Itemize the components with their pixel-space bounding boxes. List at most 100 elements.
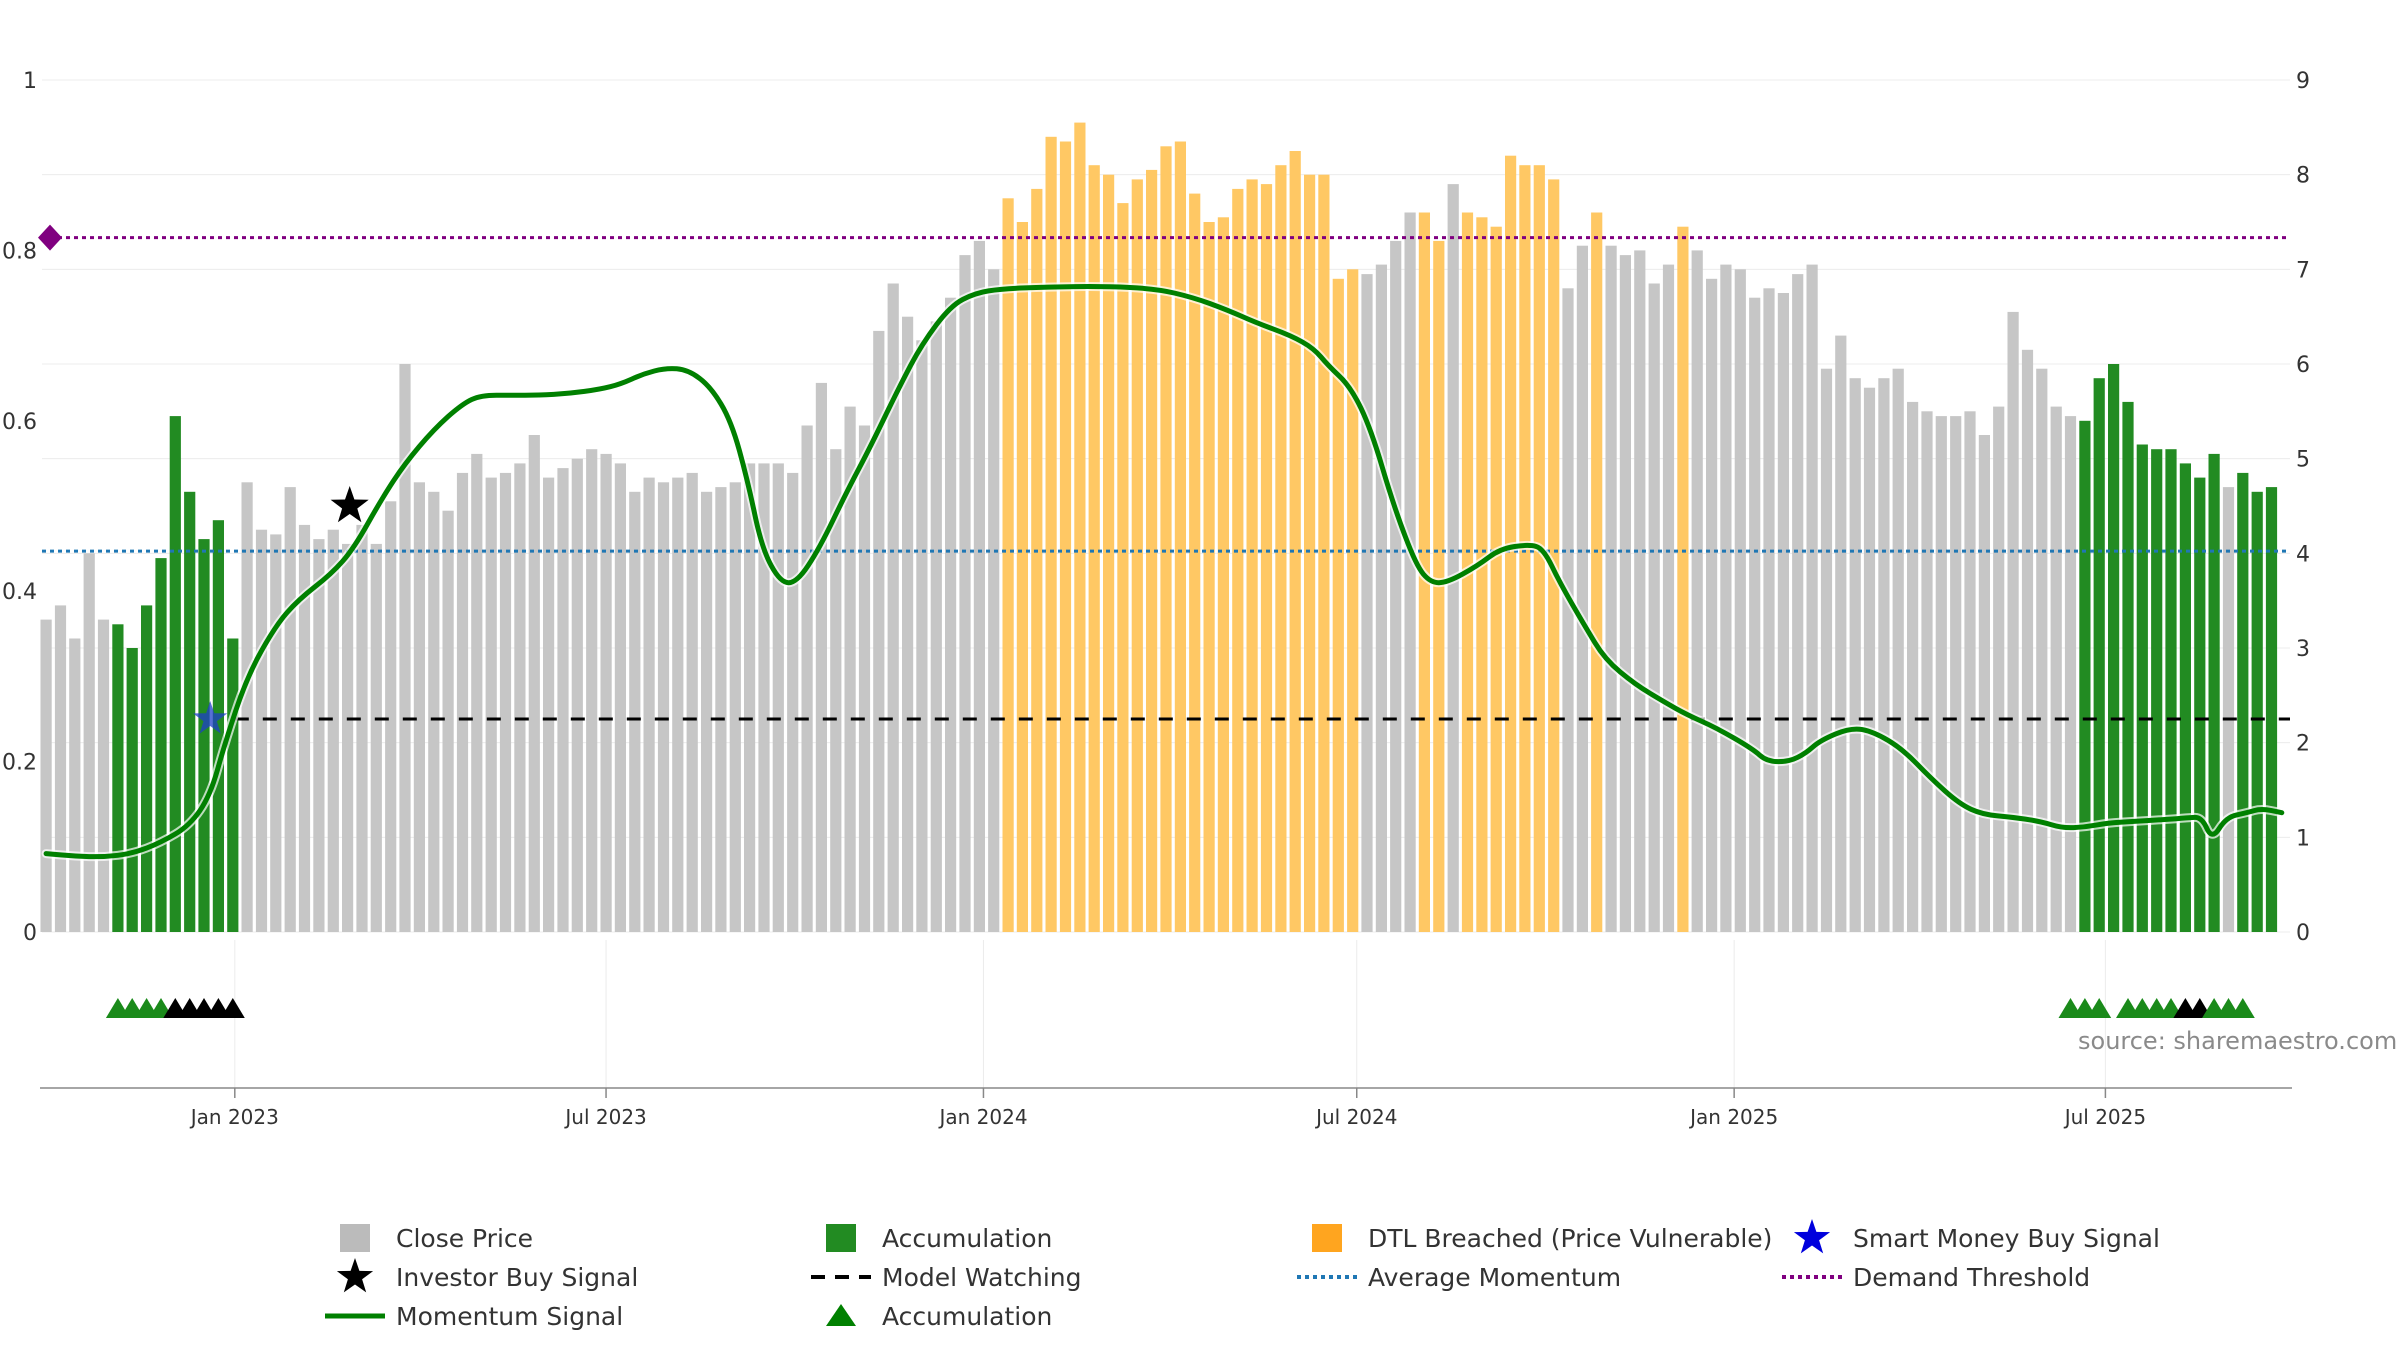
legend: Close Price Accumulation DTL Breached (Pri… bbox=[325, 1219, 2160, 1331]
price-bar bbox=[2265, 487, 2278, 932]
price-bar bbox=[672, 477, 684, 932]
x-tick-label: Jan 2023 bbox=[189, 1105, 279, 1129]
x-tick-label: Jan 2024 bbox=[937, 1105, 1027, 1129]
y-right-tick: 6 bbox=[2296, 353, 2310, 378]
price-bar bbox=[959, 255, 971, 933]
legend-item: Demand Threshold bbox=[1782, 1263, 2090, 1292]
price-bar bbox=[1347, 269, 1359, 932]
price-bar bbox=[54, 605, 67, 932]
price-bar bbox=[930, 321, 942, 932]
price-bar bbox=[1074, 122, 1086, 933]
price-bar bbox=[198, 539, 210, 932]
price-bar bbox=[1016, 222, 1028, 932]
price-bar bbox=[1993, 406, 2005, 933]
price-bar bbox=[112, 624, 124, 932]
price-bar bbox=[97, 619, 110, 932]
price-bar bbox=[1978, 435, 1990, 932]
price-bar bbox=[1160, 146, 1172, 933]
price-bar bbox=[1217, 217, 1229, 933]
price-bar bbox=[1662, 264, 1675, 933]
price-bar bbox=[241, 482, 253, 932]
x-tick-label: Jul 2023 bbox=[563, 1105, 646, 1129]
price-bar bbox=[973, 240, 985, 932]
price-bar bbox=[988, 269, 1000, 932]
legend-label: Average Momentum bbox=[1368, 1263, 1621, 1292]
price-bar bbox=[1548, 179, 1560, 932]
price-bar bbox=[1304, 174, 1316, 932]
price-bar bbox=[715, 487, 727, 932]
price-bar bbox=[543, 477, 555, 932]
price-bar bbox=[1103, 174, 1115, 932]
price-bar bbox=[298, 524, 311, 932]
price-bar bbox=[1189, 193, 1201, 933]
price-bar bbox=[873, 330, 885, 932]
price-bar bbox=[1921, 411, 1933, 932]
legend-label: Investor Buy Signal bbox=[396, 1263, 638, 1292]
y-right-tick: 2 bbox=[2296, 732, 2310, 757]
price-bar bbox=[1232, 188, 1244, 932]
price-bar bbox=[1849, 378, 1861, 932]
price-bar bbox=[1892, 368, 1904, 932]
legend-label: Accumulation bbox=[882, 1302, 1052, 1331]
legend-item: Investor Buy Signal bbox=[336, 1258, 638, 1293]
price-bar bbox=[270, 534, 282, 932]
price-bar bbox=[1634, 250, 1646, 932]
price-bar bbox=[1131, 179, 1143, 932]
legend-swatch bbox=[1312, 1224, 1342, 1252]
legend-label: Model Watching bbox=[882, 1263, 1082, 1292]
price-bar bbox=[1146, 169, 1158, 932]
accumulation-marker bbox=[2087, 998, 2112, 1018]
y-left-tick: 0.8 bbox=[2, 239, 37, 264]
price-bar bbox=[1117, 203, 1129, 933]
price-bar bbox=[184, 491, 196, 932]
legend-star-icon bbox=[336, 1258, 374, 1293]
price-bar bbox=[887, 283, 899, 932]
price-bar bbox=[1806, 264, 1818, 933]
legend-swatch bbox=[340, 1224, 370, 1252]
price-bar bbox=[370, 543, 382, 932]
price-bar bbox=[2093, 378, 2105, 932]
price-bar bbox=[744, 463, 756, 932]
legend-item: Momentum Signal bbox=[325, 1302, 623, 1331]
price-bar bbox=[514, 463, 526, 932]
price-bar bbox=[1447, 184, 1459, 933]
price-bar bbox=[858, 425, 871, 932]
legend-label: Momentum Signal bbox=[396, 1302, 623, 1331]
price-bar bbox=[1490, 226, 1502, 932]
price-bar bbox=[1203, 222, 1215, 932]
price-bar bbox=[643, 477, 655, 932]
price-bar bbox=[1031, 188, 1043, 932]
price-bar bbox=[1720, 264, 1732, 933]
y-left-tick: 0 bbox=[23, 921, 37, 946]
legend-swatch bbox=[826, 1224, 856, 1252]
price-bar bbox=[1677, 226, 1689, 932]
legend-label: Close Price bbox=[396, 1224, 533, 1253]
price-bar bbox=[1576, 245, 1588, 932]
price-bar bbox=[2208, 453, 2220, 932]
price-bar bbox=[701, 491, 713, 932]
price-bar bbox=[342, 543, 354, 932]
price-bar bbox=[1562, 288, 1574, 932]
price-bar bbox=[155, 558, 167, 932]
price-bar bbox=[815, 382, 827, 932]
price-bar bbox=[385, 501, 397, 932]
price-bar bbox=[830, 449, 842, 932]
price-bar bbox=[945, 297, 957, 932]
price-bar bbox=[1749, 297, 1761, 932]
price-bar bbox=[1605, 245, 1617, 932]
reference-lines bbox=[38, 224, 2290, 721]
y-left-tick: 1 bbox=[23, 69, 37, 94]
price-bar bbox=[1763, 288, 1775, 932]
price-bar bbox=[1706, 278, 1718, 932]
accumulation-marker bbox=[2230, 998, 2255, 1018]
price-bar bbox=[1361, 274, 1373, 933]
legend-triangle-icon bbox=[826, 1304, 856, 1326]
price-bar bbox=[1390, 240, 1402, 932]
legend-label: Smart Money Buy Signal bbox=[1853, 1224, 2160, 1253]
price-bar bbox=[1648, 283, 1660, 932]
y-right-tick: 5 bbox=[2296, 448, 2310, 473]
smart-money-buy-star bbox=[193, 701, 228, 734]
price-bar bbox=[1275, 165, 1287, 932]
accumulation-marker bbox=[220, 998, 245, 1018]
price-bar bbox=[69, 638, 81, 932]
